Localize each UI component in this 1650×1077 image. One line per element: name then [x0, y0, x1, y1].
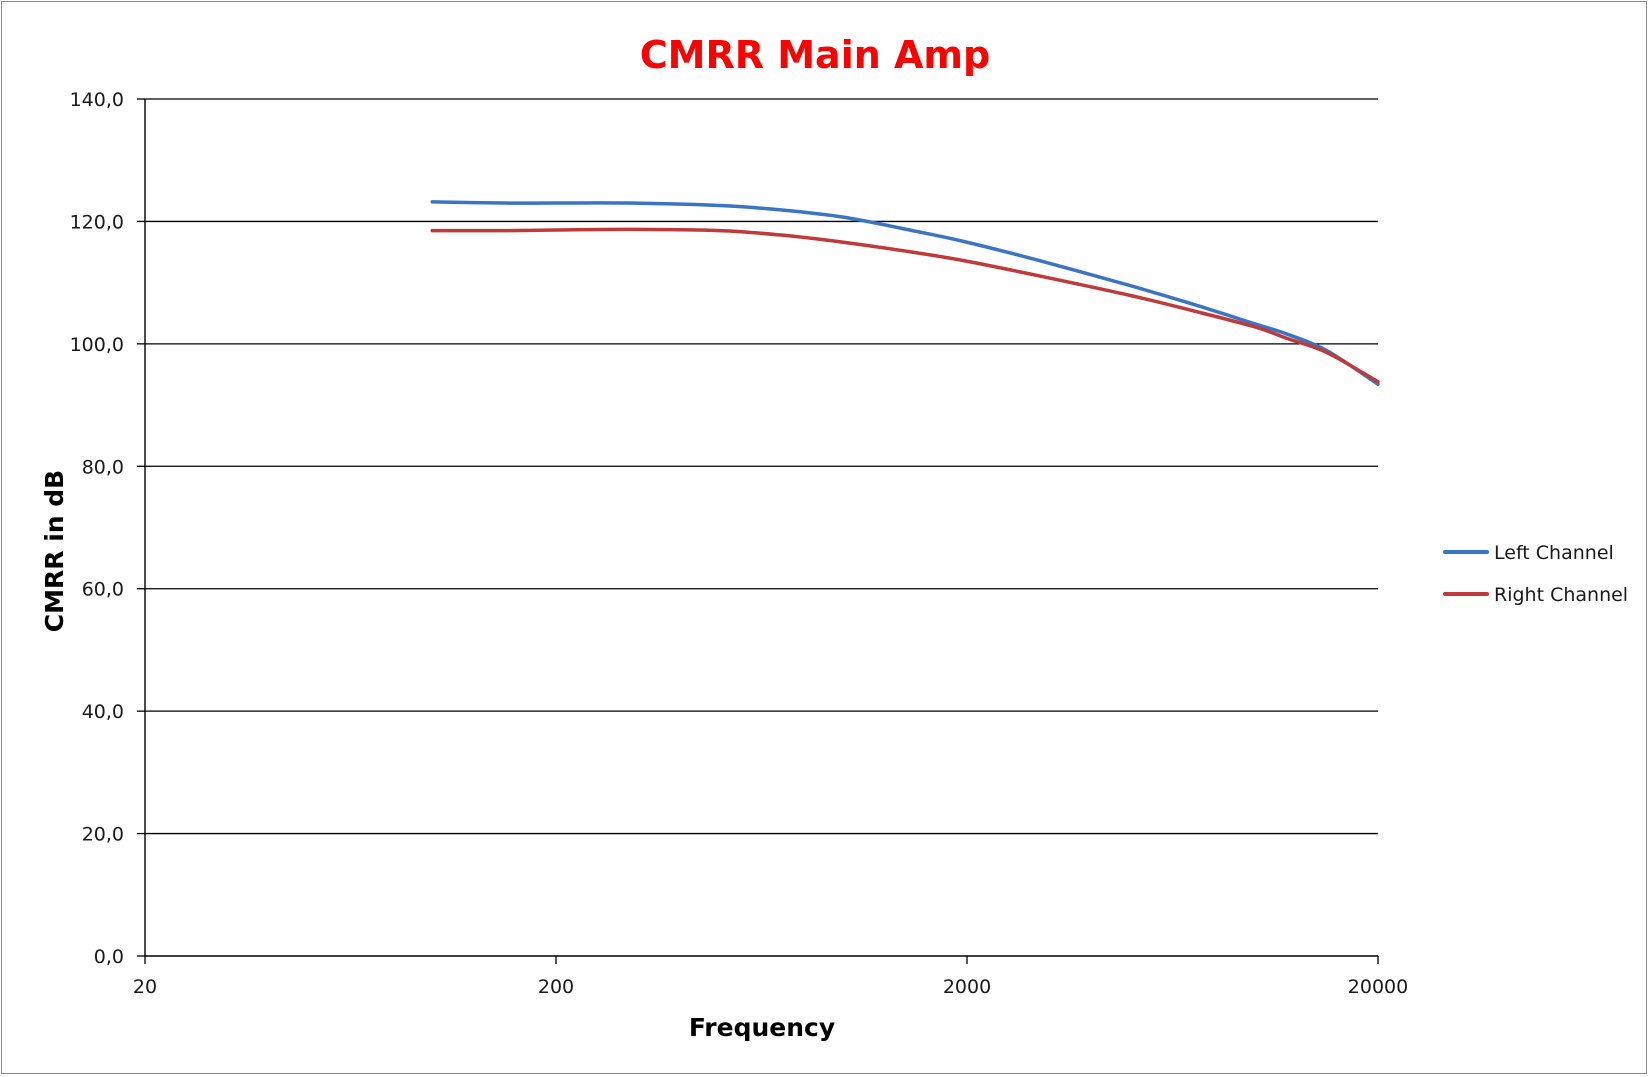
gridlines	[137, 98, 1378, 957]
y-tick-label: 40,0	[82, 701, 124, 723]
x-tick-label: 2000	[943, 976, 991, 998]
x-axis-title: Frequency	[689, 1013, 835, 1042]
y-tick-label: 20,0	[82, 824, 124, 846]
y-tick-label: 140,0	[70, 89, 124, 111]
x-tick-label: 200	[538, 976, 574, 998]
series-line-left-channel	[430, 200, 1380, 387]
y-tick-label: 60,0	[82, 579, 124, 601]
y-tick-label: 100,0	[70, 334, 124, 356]
y-axis-title: CMRR in dB	[40, 470, 69, 632]
x-tick-label: 20	[133, 976, 157, 998]
chart-title: CMRR Main Amp	[640, 33, 990, 77]
legend-label-left-channel: Left Channel	[1494, 542, 1614, 564]
legend-label-right-channel: Right Channel	[1494, 584, 1628, 606]
axes	[144, 99, 1379, 964]
legend: Left Channel Right Channel	[1443, 542, 1628, 606]
y-tick-label: 120,0	[70, 211, 124, 233]
series-lines	[430, 200, 1380, 387]
x-tick-label: 20000	[1348, 976, 1408, 998]
x-tick-labels: 20 200 2000 20000	[133, 976, 1408, 998]
y-tick-label: 80,0	[82, 456, 124, 478]
y-tick-label: 0,0	[94, 946, 124, 968]
y-tick-labels: 0,0 20,0 40,0 60,0 80,0 100,0 120,0 140,0	[70, 89, 124, 968]
series-line-right-channel	[430, 227, 1380, 384]
